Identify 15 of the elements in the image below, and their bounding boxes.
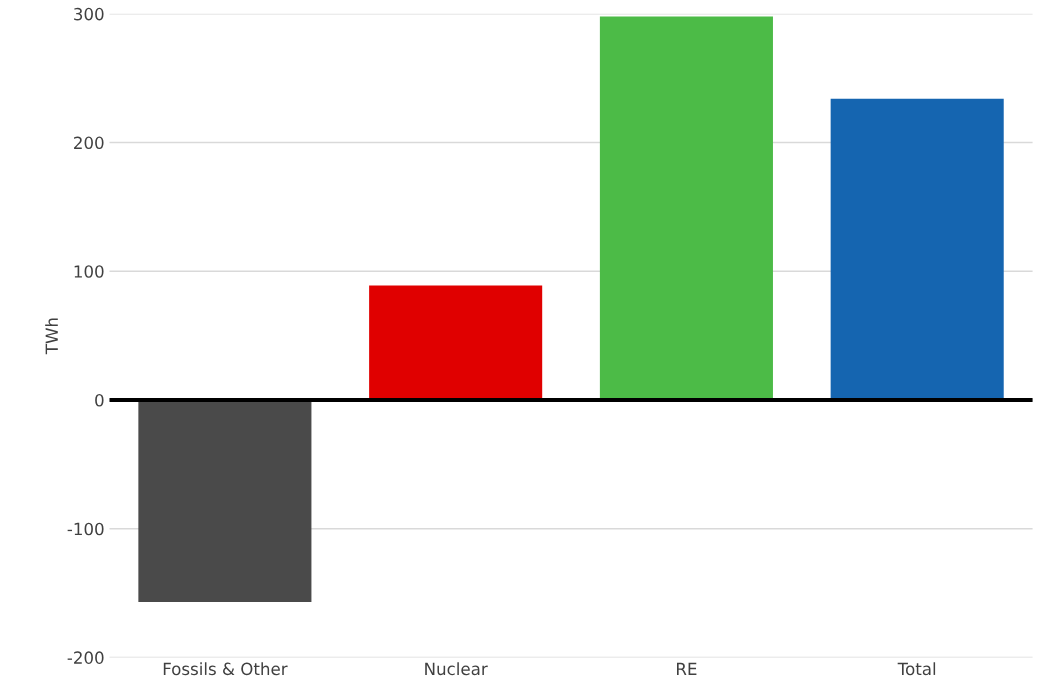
bar — [599, 16, 773, 400]
y-tick-label: 200 — [74, 136, 104, 150]
y-axis-title: TWh — [45, 318, 58, 355]
bar — [369, 285, 543, 400]
x-tick-label: Total — [897, 662, 936, 676]
x-tick-label: Fossils & Other — [163, 662, 288, 676]
bar — [830, 98, 1004, 400]
y-tick-label: 100 — [74, 265, 104, 278]
y-tick-label: 300 — [74, 7, 104, 21]
y-tick-label: -200 — [67, 651, 104, 664]
y-tick-label: 0 — [95, 393, 104, 407]
x-tick-label: RE — [677, 662, 697, 675]
y-tick-label: -100 — [67, 522, 104, 536]
bar — [138, 399, 312, 603]
x-tick-label: Nuclear — [425, 662, 488, 676]
